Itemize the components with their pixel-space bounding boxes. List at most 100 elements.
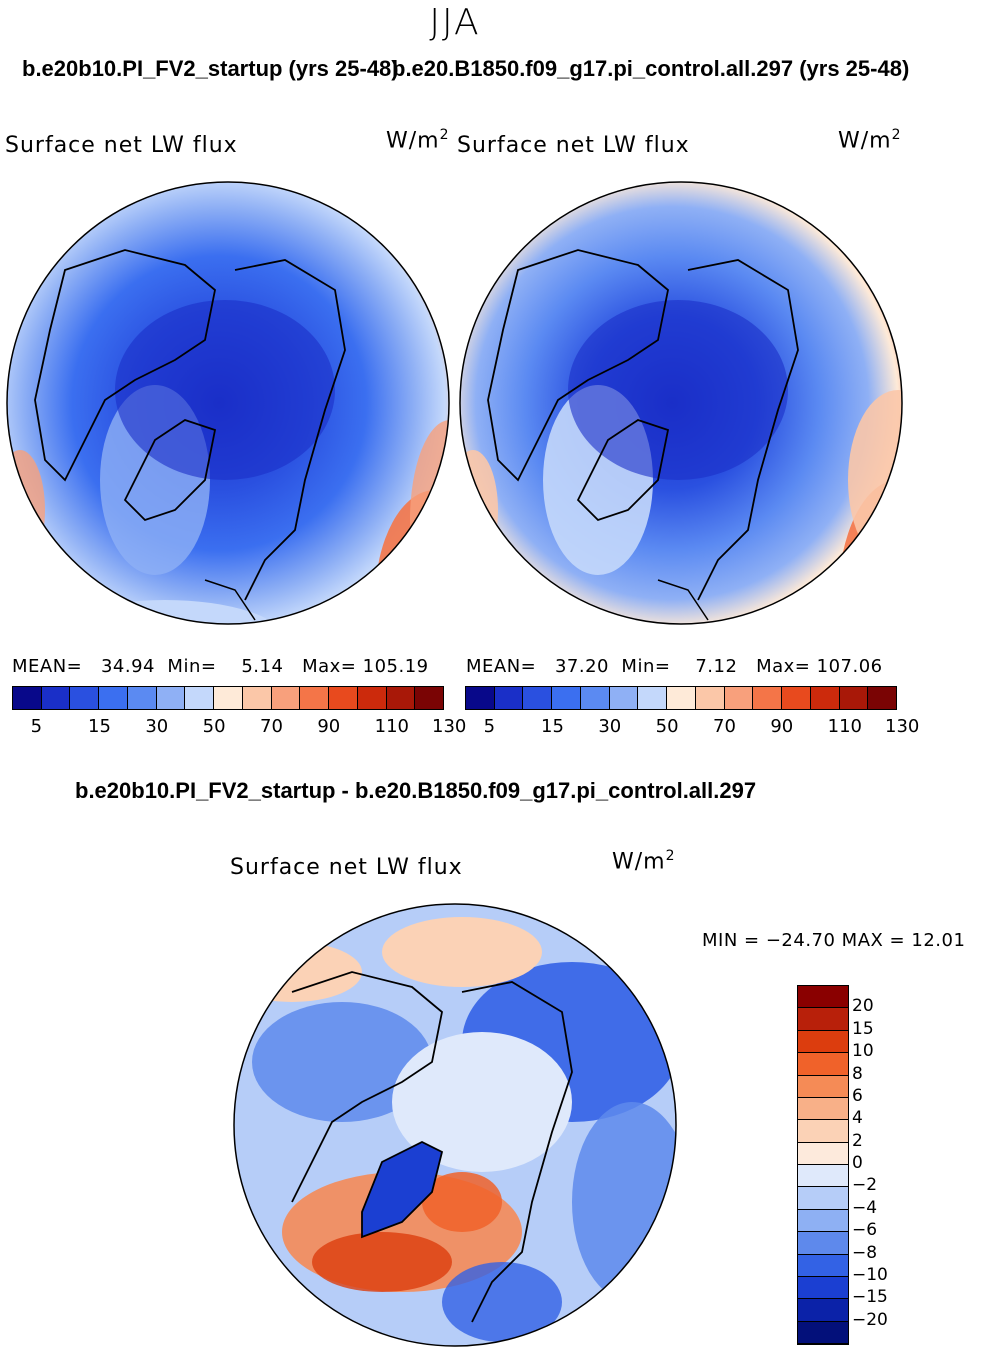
- diff-colorbar-swatch: [798, 1321, 848, 1344]
- diff-colorbar-swatch: [798, 1165, 848, 1188]
- diff-colorbar-swatch: [798, 1120, 848, 1143]
- diff-colorbar-swatch: [798, 1299, 848, 1322]
- season-title: JJA: [429, 2, 481, 43]
- colorbar-swatch: [839, 687, 869, 709]
- colorbar-swatch: [580, 687, 610, 709]
- colorbar-swatch: [214, 687, 243, 709]
- colorbar-swatch: [415, 687, 444, 709]
- diff-tick-label: −15: [852, 1287, 888, 1308]
- colorbar-swatch: [386, 687, 416, 709]
- diff-colorbar-ticks: 20 15 10 8 6 4 2 0 −2 −4 −6 −8 −10 −15 −20: [852, 985, 912, 1345]
- diff-colorbar-swatch: [798, 1075, 848, 1098]
- diff-colorbar-swatch: [798, 1008, 848, 1031]
- diff-colorbar-swatch: [798, 1232, 848, 1255]
- diff-tick-label: 6: [852, 1085, 863, 1106]
- colorbar-tick-label: 30: [145, 716, 169, 737]
- diff-polar-map: [233, 903, 677, 1347]
- right-plot-label: Surface net LW flux: [457, 133, 690, 158]
- colorbar-swatch: [271, 687, 301, 709]
- colorbar-swatch: [494, 687, 524, 709]
- diff-colorbar-swatch: [798, 1053, 848, 1076]
- diff-tick-label: 15: [852, 1018, 874, 1039]
- right-run-title: b.e20.B1850.f09_g17.pi_control.all.297 (…: [392, 56, 910, 81]
- colorbar-swatch: [552, 687, 581, 709]
- colorbar-tick-label: 50: [655, 716, 679, 737]
- diff-tick-label: 4: [852, 1108, 863, 1129]
- colorbar-tick-label: 110: [827, 716, 863, 737]
- left-polar-map: [6, 181, 450, 625]
- diff-plot-label: Surface net LW flux: [230, 855, 463, 880]
- diff-colorbar-swatch: [798, 1142, 848, 1165]
- diff-colorbar-swatch: [798, 1097, 848, 1121]
- diff-tick-label: 2: [852, 1130, 863, 1151]
- colorbar-tick-label: 5: [483, 716, 496, 737]
- diff-units: W/m2: [612, 848, 676, 875]
- colorbar-tick-label: 70: [713, 716, 736, 737]
- diff-colorbar-swatch: [798, 986, 848, 1009]
- diff-tick-label: −4: [852, 1197, 878, 1218]
- colorbar-swatch: [13, 687, 42, 709]
- diff-tick-label: −20: [852, 1309, 888, 1330]
- colorbar-swatch: [41, 687, 71, 709]
- colorbar-swatch: [300, 687, 330, 709]
- diff-colorbar-swatch: [798, 1209, 848, 1233]
- colorbar-swatch: [466, 687, 495, 709]
- colorbar-tick-label: 15: [88, 716, 111, 737]
- colorbar-swatch: [329, 687, 358, 709]
- left-colorbar: [12, 686, 444, 710]
- diff-tick-label: 20: [852, 996, 874, 1017]
- colorbar-swatch: [810, 687, 840, 709]
- colorbar-tick-label: 110: [374, 716, 410, 737]
- colorbar-swatch: [724, 687, 754, 709]
- diff-tick-label: 10: [852, 1041, 874, 1062]
- colorbar-swatch: [242, 687, 272, 709]
- diff-colorbar-swatch: [798, 1187, 848, 1210]
- diff-tick-label: 8: [852, 1063, 863, 1084]
- colorbar-swatch: [868, 687, 897, 709]
- colorbar-swatch: [156, 687, 186, 709]
- right-polar-map: [459, 181, 903, 625]
- diff-colorbar-swatch: [798, 1254, 848, 1277]
- diff-tick-label: −10: [852, 1264, 888, 1285]
- colorbar-tick-label: 30: [598, 716, 622, 737]
- diff-colorbar-swatch: [798, 1276, 848, 1300]
- colorbar-swatch: [609, 687, 639, 709]
- colorbar-swatch: [99, 687, 128, 709]
- colorbar-tick-label: 90: [770, 716, 794, 737]
- diff-tick-label: 0: [852, 1153, 863, 1173]
- left-run-title: b.e20b10.PI_FV2_startup (yrs 25-48): [22, 56, 399, 81]
- colorbar-tick-label: 90: [317, 716, 341, 737]
- colorbar-swatch: [638, 687, 668, 709]
- colorbar-swatch: [70, 687, 100, 709]
- right-colorbar-ticks: 5 15 30 50 70 90 110 130: [465, 716, 920, 740]
- colorbar-tick-label: 15: [541, 716, 564, 737]
- colorbar-swatch: [523, 687, 553, 709]
- diff-colorbar-swatch: [798, 1030, 848, 1054]
- colorbar-swatch: [753, 687, 783, 709]
- diff-colorbar: [797, 985, 849, 1345]
- colorbar-tick-label: 50: [202, 716, 226, 737]
- colorbar-swatch: [127, 687, 157, 709]
- colorbar-tick-label: 70: [260, 716, 283, 737]
- right-units: W/m2: [838, 127, 902, 154]
- left-plot-label: Surface net LW flux: [5, 133, 238, 158]
- diff-tick-label: −8: [852, 1242, 878, 1263]
- left-colorbar-ticks: 5 15 30 50 70 90 110 130: [12, 716, 467, 740]
- right-stats: MEAN= 37.20 Min= 7.12 Max= 107.06: [466, 656, 883, 677]
- colorbar-swatch: [185, 687, 215, 709]
- diff-tick-label: −6: [852, 1220, 878, 1241]
- colorbar-swatch: [782, 687, 811, 709]
- greenland-cold-anomaly: [361, 1140, 444, 1239]
- colorbar-tick-label: 130: [432, 716, 467, 737]
- diff-minmax: MIN = −24.70 MAX = 12.01: [702, 930, 966, 951]
- coastline: [34, 249, 216, 482]
- colorbar-tick-label: 130: [885, 716, 920, 737]
- colorbar-swatch: [357, 687, 387, 709]
- left-stats: MEAN= 34.94 Min= 5.14 Max= 105.19: [12, 656, 429, 677]
- diff-tick-label: −2: [852, 1175, 878, 1196]
- colorbar-swatch: [695, 687, 725, 709]
- right-colorbar: [465, 686, 897, 710]
- diff-title: b.e20b10.PI_FV2_startup - b.e20.B1850.f0…: [75, 778, 757, 803]
- colorbar-swatch: [667, 687, 696, 709]
- left-units: W/m2: [386, 127, 450, 154]
